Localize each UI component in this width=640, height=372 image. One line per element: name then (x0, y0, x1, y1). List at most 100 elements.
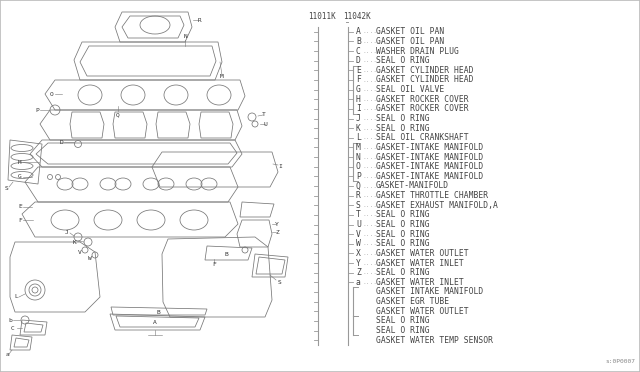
Text: U: U (356, 220, 361, 229)
Text: H: H (356, 95, 361, 104)
Text: ......: ...... (362, 58, 385, 63)
Text: ......: ...... (362, 212, 385, 217)
Text: J: J (65, 230, 68, 234)
Text: ......: ...... (362, 68, 385, 73)
Text: N: N (183, 35, 187, 39)
Text: a: a (6, 353, 10, 357)
Text: GASKET OIL PAN: GASKET OIL PAN (376, 27, 444, 36)
Text: C: C (11, 326, 15, 330)
Text: Q: Q (356, 182, 361, 190)
Text: ......: ...... (362, 126, 385, 131)
Text: ......: ...... (362, 251, 385, 256)
Text: GASKET ROCKER COVER: GASKET ROCKER COVER (376, 95, 468, 104)
Text: SEAL O RING: SEAL O RING (376, 56, 429, 65)
Text: SEAL O RING: SEAL O RING (376, 211, 429, 219)
Text: SEAL O RING: SEAL O RING (376, 124, 429, 133)
Text: S: S (278, 279, 282, 285)
Text: GASKET WATER INLET: GASKET WATER INLET (376, 259, 464, 267)
Text: SEAL OIL CRANKSHAFT: SEAL OIL CRANKSHAFT (376, 133, 468, 142)
Text: M: M (220, 74, 224, 80)
Text: G: G (18, 174, 22, 180)
Text: a: a (356, 278, 361, 287)
Text: ......: ...... (362, 116, 385, 121)
Text: J: J (356, 114, 361, 123)
Text: R: R (198, 17, 202, 22)
Text: O: O (356, 162, 361, 171)
Text: ......: ...... (362, 155, 385, 160)
Text: Y: Y (275, 221, 279, 227)
Text: P: P (356, 172, 361, 181)
Text: GASKET-MANIFOLD: GASKET-MANIFOLD (376, 182, 449, 190)
Text: H: H (18, 160, 22, 164)
Text: E: E (18, 205, 22, 209)
Text: V: V (78, 250, 82, 254)
Text: D: D (60, 140, 64, 144)
Text: E: E (356, 66, 361, 75)
Text: SEAL O RING: SEAL O RING (376, 230, 429, 239)
Text: SEAL O RING: SEAL O RING (376, 114, 429, 123)
Text: N: N (356, 153, 361, 161)
Text: ......: ...... (362, 222, 385, 227)
Text: I: I (356, 105, 361, 113)
Text: GASKET-INTAKE MANIFOLD: GASKET-INTAKE MANIFOLD (376, 143, 483, 152)
Text: ......: ...... (362, 232, 385, 237)
Text: K: K (73, 240, 77, 244)
Text: A: A (356, 27, 361, 36)
Text: GASKET CYLINDER HEAD: GASKET CYLINDER HEAD (376, 66, 474, 75)
Text: GASKET OIL PAN: GASKET OIL PAN (376, 37, 444, 46)
Text: X: X (356, 249, 361, 258)
Text: GASKET ROCKER COVER: GASKET ROCKER COVER (376, 105, 468, 113)
Text: SEAL O RING: SEAL O RING (376, 268, 429, 277)
Text: F: F (212, 262, 216, 266)
Text: T: T (262, 112, 266, 116)
Text: L: L (356, 133, 361, 142)
Text: ......: ...... (362, 270, 385, 275)
Text: Q: Q (116, 112, 120, 118)
Text: ......: ...... (362, 241, 385, 246)
Text: 11011K: 11011K (308, 12, 336, 21)
Text: GASKET-INTAKE MANIFOLD: GASKET-INTAKE MANIFOLD (376, 153, 483, 161)
Text: b: b (8, 317, 12, 323)
Text: GASKET INTAKE MANIFOLD: GASKET INTAKE MANIFOLD (376, 288, 483, 296)
Text: K: K (356, 124, 361, 133)
Text: ......: ...... (362, 183, 385, 189)
Text: GASKET THROTTLE CHAMBER: GASKET THROTTLE CHAMBER (376, 191, 488, 200)
Text: M: M (356, 143, 361, 152)
Text: ......: ...... (362, 193, 385, 198)
Text: S: S (356, 201, 361, 210)
Text: ......: ...... (362, 106, 385, 111)
Text: W: W (356, 239, 361, 248)
Text: SEAL O RING: SEAL O RING (376, 326, 429, 335)
Text: U: U (264, 122, 268, 126)
Text: ......: ...... (362, 97, 385, 102)
Text: ......: ...... (362, 261, 385, 266)
Text: WASHER DRAIN PLUG: WASHER DRAIN PLUG (376, 46, 459, 55)
Text: GASKET WATER OUTLET: GASKET WATER OUTLET (376, 307, 468, 316)
Text: ......: ...... (362, 39, 385, 44)
Text: GASKET CYLINDER HEAD: GASKET CYLINDER HEAD (376, 76, 474, 84)
Text: D: D (356, 56, 361, 65)
Text: Z: Z (356, 268, 361, 277)
Text: ......: ...... (362, 77, 385, 83)
Text: ......: ...... (362, 145, 385, 150)
Text: ......: ...... (362, 164, 385, 169)
Text: GASKET-INTAKE MANIFOLD: GASKET-INTAKE MANIFOLD (376, 162, 483, 171)
Text: SEAL O RING: SEAL O RING (376, 239, 429, 248)
Text: L: L (14, 295, 18, 299)
Text: F: F (356, 76, 361, 84)
Text: T: T (356, 211, 361, 219)
Text: ......: ...... (362, 87, 385, 92)
Text: GASKET EGR TUBE: GASKET EGR TUBE (376, 297, 449, 306)
Text: B: B (156, 310, 160, 314)
Text: SEAL O RING: SEAL O RING (376, 317, 429, 326)
Text: ......: ...... (362, 49, 385, 54)
Text: G: G (356, 85, 361, 94)
Text: O: O (50, 92, 54, 96)
Text: ......: ...... (362, 174, 385, 179)
Text: ......: ...... (362, 29, 385, 34)
Text: Y: Y (356, 259, 361, 267)
Text: ......: ...... (362, 280, 385, 285)
Text: W: W (88, 256, 92, 260)
Text: Z: Z (275, 230, 279, 234)
Text: SEAL O RING: SEAL O RING (376, 220, 429, 229)
